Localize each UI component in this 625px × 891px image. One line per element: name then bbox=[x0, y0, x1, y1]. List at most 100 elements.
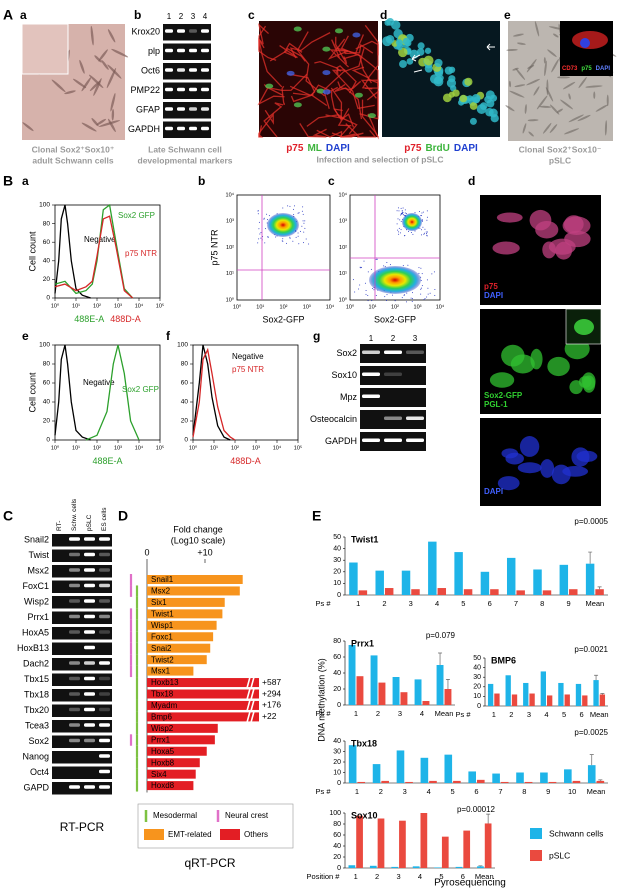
x-tick-label: 5 bbox=[461, 599, 465, 608]
x-tick-label: Mean bbox=[435, 709, 454, 718]
bar bbox=[147, 575, 243, 584]
event-dot bbox=[402, 265, 404, 267]
cell bbox=[562, 81, 576, 90]
event-dot bbox=[398, 233, 400, 235]
nucleus bbox=[322, 46, 331, 52]
gel-band bbox=[84, 552, 95, 557]
gel-row-label: Oct6 bbox=[141, 66, 160, 76]
stain-word: p75 bbox=[286, 143, 304, 154]
arrow bbox=[411, 54, 423, 73]
gel-strip bbox=[163, 121, 211, 138]
gel-strip bbox=[52, 611, 112, 624]
bar bbox=[477, 779, 485, 783]
event-dot bbox=[257, 242, 259, 244]
nucleus bbox=[423, 55, 434, 66]
event-dot bbox=[302, 220, 304, 222]
event-dot bbox=[263, 217, 265, 219]
gel-band bbox=[177, 87, 185, 92]
fiber bbox=[330, 87, 355, 128]
y-tick-label: 40 bbox=[43, 399, 51, 406]
nucleus bbox=[485, 107, 494, 117]
x-tick-label: 10⁴ bbox=[436, 303, 445, 310]
legend-label: Mesodermal bbox=[153, 811, 197, 820]
x-tick-label: 8 bbox=[540, 599, 544, 608]
category-label: Wisp1 bbox=[151, 621, 174, 630]
cell bbox=[107, 29, 116, 43]
gel-strip bbox=[52, 735, 112, 748]
event-dot bbox=[396, 223, 398, 225]
category-label: Bmp6 bbox=[151, 713, 172, 722]
bar bbox=[441, 836, 449, 868]
gel-band bbox=[84, 568, 95, 572]
panel-letter: E bbox=[312, 508, 321, 524]
x-tick-label: 6 bbox=[580, 710, 584, 719]
y-tick-label: 40 bbox=[43, 258, 51, 265]
x-tick-label: 2 bbox=[375, 872, 379, 881]
category-label: Snai2 bbox=[151, 644, 172, 653]
event-dot bbox=[421, 287, 423, 289]
gel-band bbox=[99, 661, 110, 665]
gel-band bbox=[201, 68, 209, 72]
error-bar bbox=[478, 865, 483, 867]
gel-band bbox=[165, 107, 173, 111]
gel-band bbox=[84, 738, 95, 743]
cell bbox=[110, 93, 116, 112]
nucleus bbox=[434, 76, 443, 85]
y-tick-label: 40 bbox=[333, 843, 341, 850]
x-tick-label: 4 bbox=[420, 709, 424, 718]
caption: Infection and selection of pSLC bbox=[316, 154, 443, 164]
event-dot bbox=[282, 207, 284, 209]
bar bbox=[572, 780, 581, 783]
y-tick-label: 60 bbox=[333, 654, 341, 661]
bar bbox=[348, 865, 356, 868]
cell-cluster bbox=[542, 241, 556, 259]
cell bbox=[568, 93, 571, 100]
legend-label: EMT-related bbox=[168, 830, 212, 839]
event-dot bbox=[367, 295, 369, 297]
event-dot bbox=[400, 207, 402, 209]
event-dot bbox=[367, 271, 369, 273]
category-label: Twist1 bbox=[151, 609, 174, 618]
event-dot bbox=[414, 212, 416, 214]
value-label: +176 bbox=[262, 700, 281, 710]
gel-band bbox=[84, 614, 95, 619]
bar bbox=[420, 813, 428, 868]
cell-cluster bbox=[530, 348, 543, 370]
bar bbox=[147, 689, 259, 699]
gel-band bbox=[69, 661, 80, 665]
lane-label: RT- bbox=[56, 521, 63, 531]
nucleus bbox=[416, 48, 425, 56]
y-axis-label: p75 NTR bbox=[209, 229, 219, 266]
error-bar bbox=[600, 693, 605, 695]
fiber bbox=[316, 129, 356, 138]
event-dot bbox=[293, 214, 295, 216]
bar bbox=[444, 754, 453, 783]
y-tick-label: 100 bbox=[329, 810, 341, 817]
gel-strip bbox=[163, 82, 211, 99]
nucleus bbox=[386, 18, 395, 26]
event-dot bbox=[402, 212, 404, 214]
panel-label: e bbox=[504, 8, 511, 22]
gel-band bbox=[84, 630, 95, 634]
cell-cluster bbox=[496, 212, 523, 223]
y-tick-label: 50 bbox=[333, 534, 341, 541]
bar bbox=[511, 694, 518, 706]
bar bbox=[429, 780, 437, 783]
x-axis-label: Ps # bbox=[315, 787, 331, 796]
lane-number: 3 bbox=[191, 12, 196, 21]
stain-label: CD73 p75 DAPI bbox=[562, 66, 610, 72]
bar bbox=[593, 680, 599, 706]
gel-row-label: Tcea3 bbox=[25, 721, 49, 731]
y-tick-label: 50 bbox=[473, 655, 481, 662]
panel-letter: C bbox=[3, 508, 13, 524]
y-tick-label: 80 bbox=[43, 220, 51, 227]
fiber bbox=[327, 38, 350, 68]
chart-title: Twist1 bbox=[351, 534, 378, 544]
x-tick-label: 3 bbox=[396, 872, 400, 881]
x-tick-label: 10⁴ bbox=[273, 444, 282, 451]
cell bbox=[522, 123, 527, 134]
gel-band bbox=[189, 68, 197, 72]
cell-stain bbox=[572, 31, 608, 49]
event-dot bbox=[286, 242, 288, 244]
chart-title: BMP6 bbox=[491, 655, 516, 665]
